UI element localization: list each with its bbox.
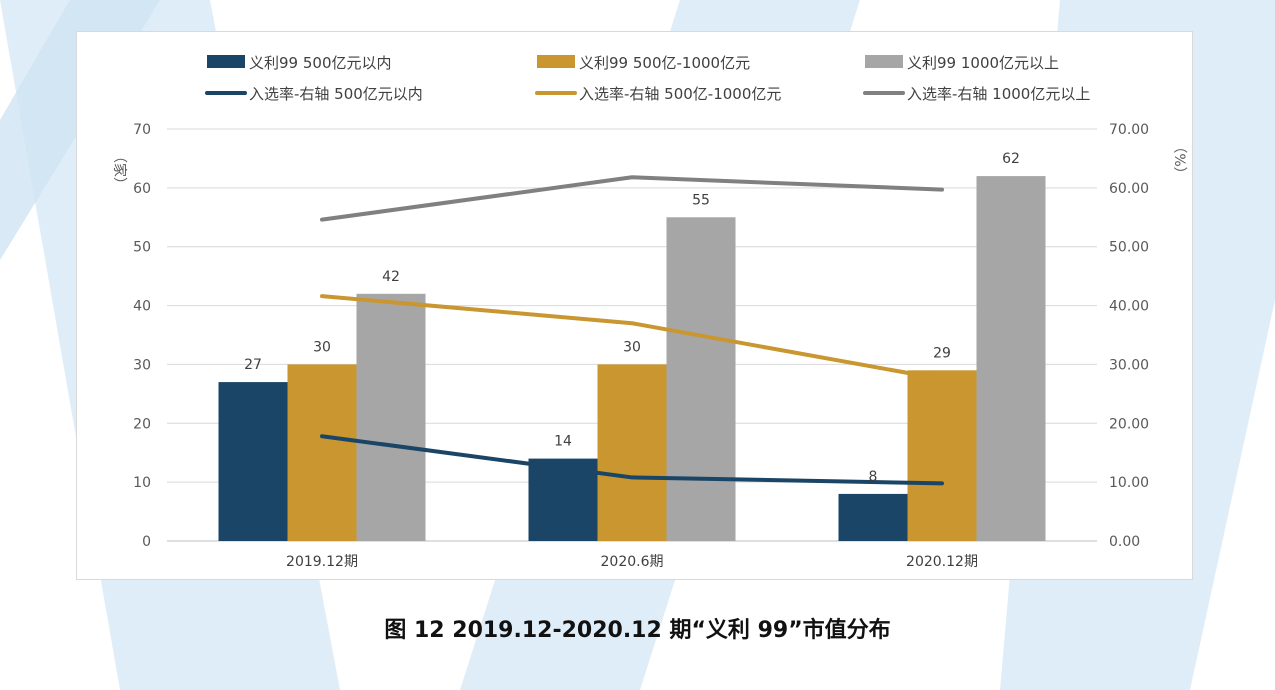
y-left-tick-label: 10 <box>133 475 151 491</box>
y-right-tick-label: 20.00 <box>1109 416 1149 432</box>
bar-data-label: 42 <box>382 269 400 285</box>
bar <box>287 364 357 541</box>
y-left-tick-label: 0 <box>142 534 151 550</box>
chart-frame: 27 30 42 14 30 55 8 29 62 0 10 20 30 40 50 60 70 0.00 10.… <box>76 31 1193 580</box>
bar <box>838 493 908 541</box>
legend-swatch <box>865 55 903 68</box>
legend-label: 义利99 500亿-1000亿元 <box>579 54 750 72</box>
axes: 0 10 20 30 40 50 60 70 0.00 10.00 20.00 30.00 40.00 5… <box>111 122 1187 570</box>
y-right-axis-label: （%） <box>1171 139 1187 180</box>
bar-data-label: 29 <box>933 345 951 361</box>
x-tick-label: 2020.6期 <box>601 554 664 570</box>
y-right-tick-label: 10.00 <box>1109 475 1149 491</box>
legend-swatch <box>207 55 245 68</box>
y-left-tick-label: 60 <box>133 181 151 197</box>
y-right-tick-label: 30.00 <box>1109 357 1149 373</box>
bar <box>907 370 977 541</box>
bar-data-label: 55 <box>692 192 710 208</box>
y-left-tick-label: 70 <box>133 122 151 138</box>
legend-label: 义利99 500亿元以内 <box>249 54 392 72</box>
bar-data-label: 62 <box>1002 151 1020 167</box>
line-series <box>320 175 944 486</box>
line-series-path <box>320 294 944 382</box>
y-right-tick-label: 40.00 <box>1109 299 1149 315</box>
line-series-path <box>320 175 944 222</box>
y-right-tick-label: 0.00 <box>1109 534 1140 550</box>
data-labels: 27 30 42 14 30 55 8 29 62 <box>244 151 1020 485</box>
legend-label: 入选率-右轴 500亿元以内 <box>249 85 423 103</box>
y-left-tick-label: 50 <box>133 240 151 256</box>
bar <box>597 364 667 541</box>
legend-label: 义利99 1000亿元以上 <box>907 54 1059 72</box>
legend-label: 入选率-右轴 500亿-1000亿元 <box>579 85 781 103</box>
y-left-tick-label: 40 <box>133 299 151 315</box>
y-left-tick-label: 20 <box>133 416 151 432</box>
y-right-tick-label: 60.00 <box>1109 181 1149 197</box>
bar-data-label: 30 <box>623 339 641 355</box>
y-right-tick-label: 70.00 <box>1109 122 1149 138</box>
bar <box>218 382 288 541</box>
bar-data-label: 27 <box>244 357 262 373</box>
bar <box>356 293 426 541</box>
bar-series <box>218 176 1046 542</box>
figure-caption: 图 12 2019.12-2020.12 期“义利 99”市值分布 <box>384 618 891 643</box>
x-tick-label: 2019.12期 <box>286 554 358 570</box>
bar-data-label: 30 <box>313 339 331 355</box>
legend: 义利99 500亿元以内 义利99 500亿-1000亿元 义利99 1000亿元以… <box>205 54 1090 103</box>
chart-canvas: 27 30 42 14 30 55 8 29 62 0 10 20 30 40 50 60 70 0.00 10.… <box>111 54 1187 570</box>
y-left-axis-label: （家） <box>111 149 128 191</box>
legend-label: 入选率-右轴 1000亿元以上 <box>907 85 1090 103</box>
x-tick-label: 2020.12期 <box>906 554 978 570</box>
line-series-path <box>320 434 944 486</box>
bar <box>976 176 1046 542</box>
legend-swatch <box>537 55 575 68</box>
bar <box>666 217 736 542</box>
y-right-tick-label: 50.00 <box>1109 240 1149 256</box>
y-left-tick-label: 30 <box>133 357 151 373</box>
bar-data-label: 14 <box>554 434 572 450</box>
bar-data-label: 8 <box>869 469 878 485</box>
